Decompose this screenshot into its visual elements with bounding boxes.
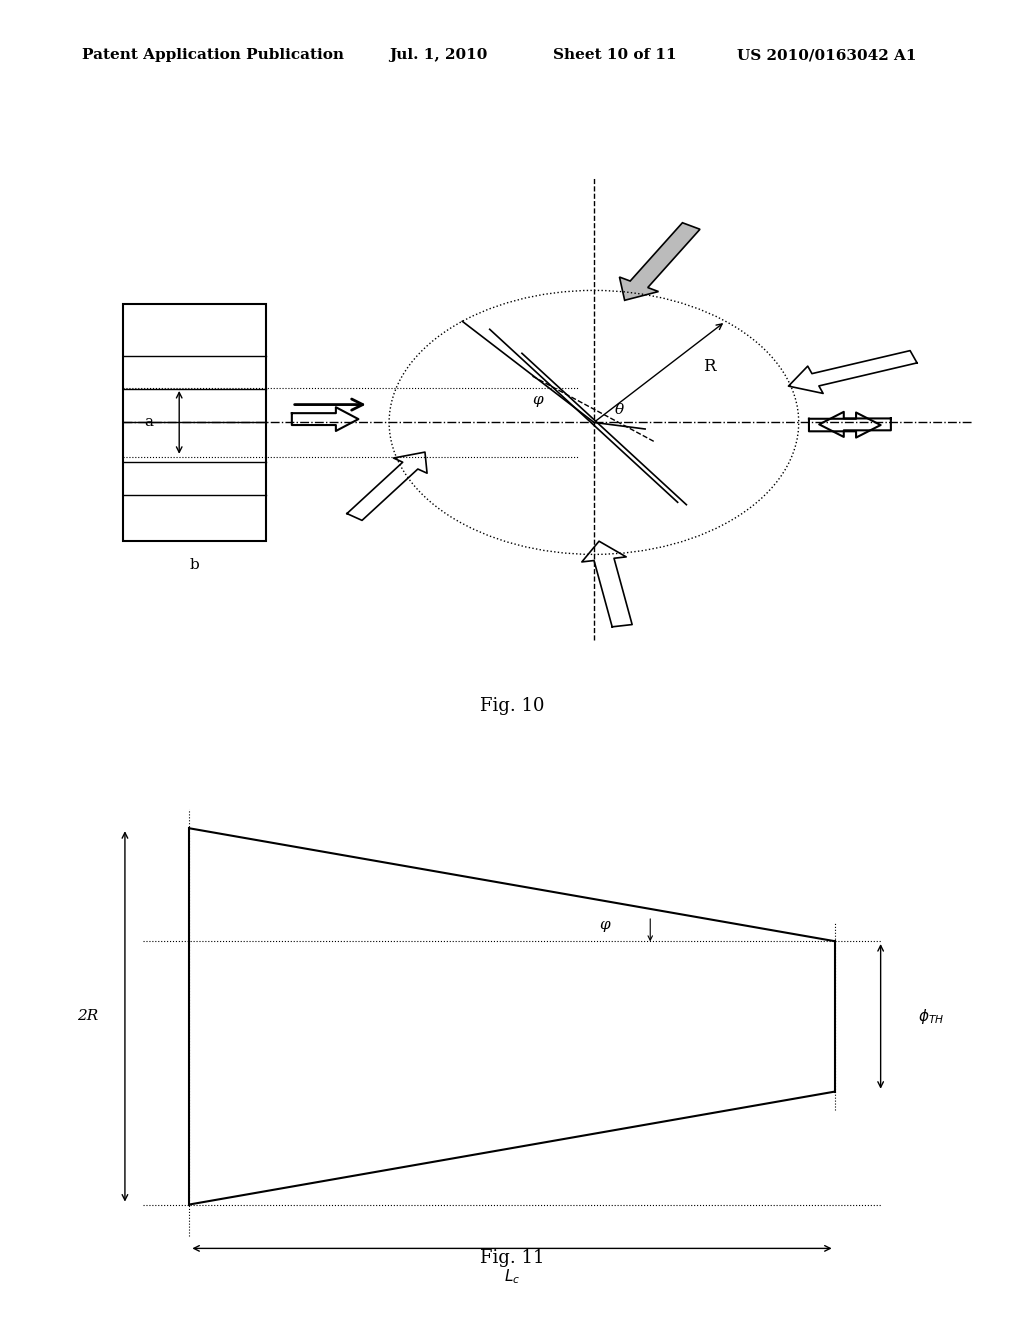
Text: $L_c$: $L_c$ bbox=[504, 1267, 520, 1286]
Text: Fig. 10: Fig. 10 bbox=[480, 697, 544, 715]
Text: Jul. 1, 2010: Jul. 1, 2010 bbox=[389, 49, 487, 62]
Text: 2R: 2R bbox=[78, 1010, 98, 1023]
Text: R: R bbox=[703, 359, 716, 375]
Text: Fig. 11: Fig. 11 bbox=[480, 1249, 544, 1267]
Text: φ: φ bbox=[532, 393, 543, 407]
Text: Sheet 10 of 11: Sheet 10 of 11 bbox=[553, 49, 677, 62]
Text: θ: θ bbox=[614, 404, 624, 417]
Bar bbox=[123, 304, 266, 541]
Polygon shape bbox=[620, 223, 700, 301]
Text: a: a bbox=[144, 416, 153, 429]
Text: US 2010/0163042 A1: US 2010/0163042 A1 bbox=[737, 49, 916, 62]
Text: $\phi_{TH}$: $\phi_{TH}$ bbox=[918, 1007, 944, 1026]
Text: Patent Application Publication: Patent Application Publication bbox=[82, 49, 344, 62]
Text: φ: φ bbox=[599, 917, 609, 932]
Text: b: b bbox=[189, 557, 200, 572]
